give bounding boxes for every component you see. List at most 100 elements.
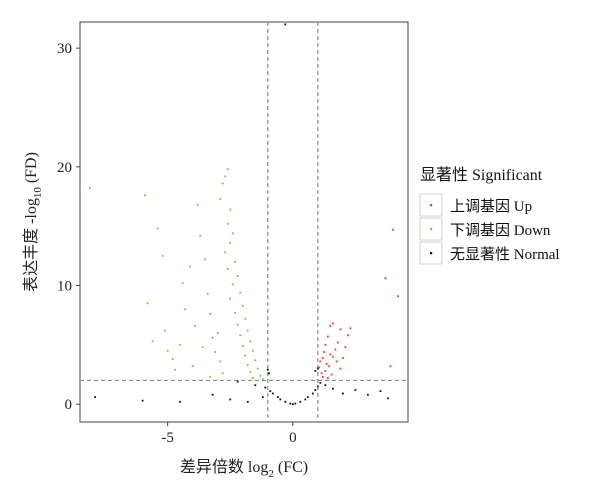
- x-tick-label: 0: [289, 430, 297, 446]
- data-point: [284, 400, 287, 403]
- data-point: [229, 208, 232, 211]
- data-point: [379, 390, 382, 393]
- data-point: [89, 187, 91, 190]
- data-point: [304, 398, 307, 401]
- data-point: [229, 297, 232, 300]
- data-point: [289, 402, 292, 405]
- data-point: [266, 368, 269, 371]
- data-point: [156, 227, 159, 230]
- data-point: [264, 386, 267, 389]
- data-point: [179, 400, 182, 403]
- data-point: [226, 222, 229, 225]
- data-point: [199, 234, 202, 237]
- y-tick-label: 20: [57, 160, 72, 176]
- data-point: [342, 392, 344, 395]
- data-point: [291, 403, 294, 406]
- data-point: [397, 295, 399, 298]
- data-point: [221, 372, 224, 375]
- data-point: [231, 283, 234, 286]
- data-point: [241, 304, 244, 307]
- data-point: [331, 322, 334, 325]
- data-point: [204, 258, 207, 261]
- series-0: [318, 228, 399, 379]
- data-point: [244, 317, 247, 320]
- y-tick-label: 10: [57, 279, 72, 295]
- data-point: [189, 265, 192, 268]
- y-axis-title: 表达丰度 -log10 (FD): [22, 152, 44, 292]
- data-point: [344, 346, 347, 349]
- data-point: [184, 308, 187, 311]
- data-point: [316, 385, 319, 388]
- data-point: [146, 302, 149, 305]
- data-point: [347, 334, 349, 337]
- data-point: [219, 197, 222, 200]
- data-point: [231, 232, 234, 235]
- data-point: [241, 345, 244, 347]
- data-point: [251, 349, 254, 352]
- data-points: [89, 23, 399, 406]
- data-point: [324, 343, 327, 346]
- data-point: [191, 365, 194, 368]
- data-point: [328, 365, 331, 368]
- data-point: [324, 370, 327, 372]
- data-point: [174, 368, 177, 371]
- legend-swatch: [430, 228, 433, 231]
- data-point: [324, 384, 327, 387]
- data-point: [294, 402, 297, 405]
- data-point: [330, 373, 333, 376]
- data-point: [166, 349, 169, 352]
- plot-panel: [79, 21, 409, 423]
- data-point: [335, 360, 338, 363]
- data-point: [211, 336, 214, 339]
- threshold-lines: [80, 22, 408, 422]
- data-point: [279, 398, 282, 401]
- data-point: [144, 194, 146, 197]
- data-point: [326, 335, 329, 338]
- data-point: [339, 328, 342, 331]
- data-point: [164, 329, 167, 332]
- data-point: [206, 292, 209, 295]
- series-2: [94, 23, 389, 406]
- data-point: [336, 341, 339, 344]
- data-point: [246, 400, 249, 403]
- data-point: [311, 392, 314, 395]
- data-point: [299, 400, 302, 403]
- data-point: [254, 384, 257, 387]
- data-point: [236, 380, 239, 383]
- data-point: [329, 353, 332, 356]
- series-1: [89, 168, 264, 381]
- data-point: [284, 23, 287, 26]
- y-tick-label: 30: [57, 41, 72, 57]
- data-point: [321, 375, 324, 378]
- data-point: [224, 175, 227, 178]
- data-point: [261, 378, 264, 381]
- data-point: [384, 277, 387, 280]
- data-point: [367, 393, 369, 396]
- data-point: [194, 324, 197, 327]
- y-tick-label: 0: [65, 397, 73, 413]
- data-point: [244, 354, 247, 357]
- data-point: [209, 375, 212, 378]
- data-point: [342, 357, 344, 359]
- data-point: [269, 390, 272, 393]
- data-point: [271, 392, 274, 395]
- data-point: [236, 323, 239, 326]
- data-point: [239, 334, 242, 337]
- data-point: [249, 371, 252, 374]
- data-point: [349, 327, 352, 330]
- data-point: [214, 351, 217, 353]
- data-point: [239, 291, 242, 294]
- data-point: [314, 389, 317, 391]
- data-point: [326, 377, 329, 379]
- legend-swatch: [430, 204, 433, 207]
- data-point: [161, 254, 164, 257]
- legend-label: 上调基因 Up: [450, 198, 532, 215]
- data-point: [216, 332, 219, 334]
- data-point: [316, 367, 319, 370]
- legend-label: 无显著性 Normal: [450, 246, 560, 263]
- axes: 0 10 20 30 -5 0: [57, 41, 297, 446]
- data-point: [319, 381, 322, 384]
- data-point: [246, 329, 249, 332]
- data-point: [249, 340, 252, 343]
